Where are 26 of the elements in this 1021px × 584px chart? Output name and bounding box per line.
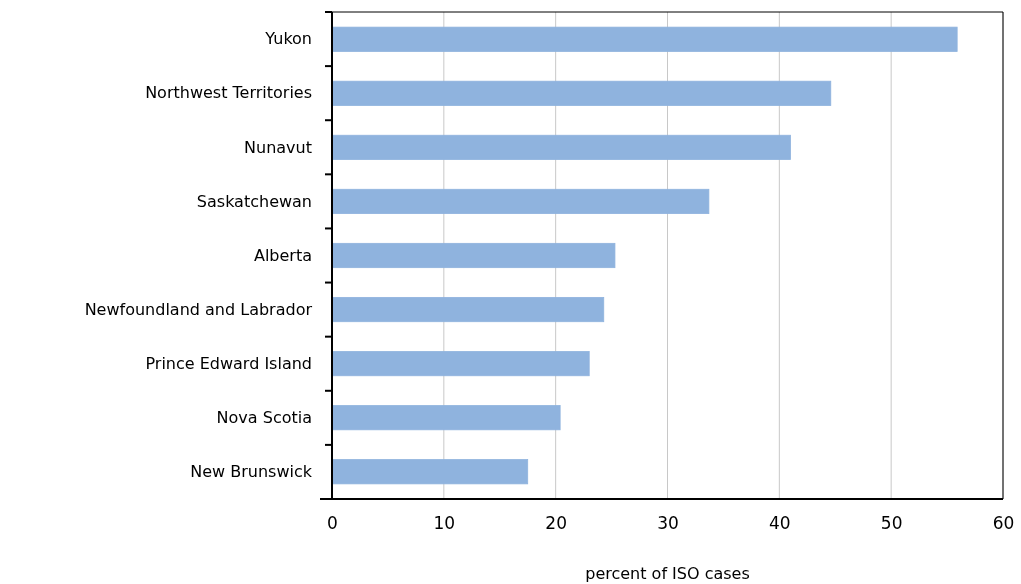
x-tick-label: 20	[545, 513, 567, 534]
x-tick-label: 60	[992, 513, 1015, 534]
x-tick-label: 10	[433, 513, 456, 534]
bar	[331, 405, 561, 431]
x-axis-title: percent of ISO cases	[585, 564, 750, 583]
bar	[331, 351, 590, 377]
bar	[331, 80, 832, 106]
y-tick-label: Yukon	[264, 29, 312, 49]
y-tick-label: Northwest Territories	[145, 83, 312, 103]
bar	[331, 296, 605, 323]
x-tick-label: 50	[880, 513, 903, 534]
bar	[331, 459, 529, 485]
y-tick-label: Newfoundland and Labrador	[84, 299, 313, 319]
x-tick-label: 40	[769, 513, 791, 534]
y-tick-label: Nova Scotia	[216, 407, 312, 427]
x-tick-label: 30	[657, 513, 679, 534]
bar	[331, 242, 616, 269]
bar	[331, 134, 791, 160]
y-tick-label: Nunavut	[244, 137, 312, 157]
y-tick-label: Alberta	[253, 245, 312, 265]
bar	[331, 26, 958, 52]
y-tick-label: Prince Edward Island	[145, 353, 312, 373]
y-tick-label: Saskatchewan	[196, 191, 312, 211]
x-tick-label: 0	[327, 513, 338, 534]
bar	[331, 188, 710, 215]
y-tick-label: New Brunswick	[190, 461, 313, 481]
